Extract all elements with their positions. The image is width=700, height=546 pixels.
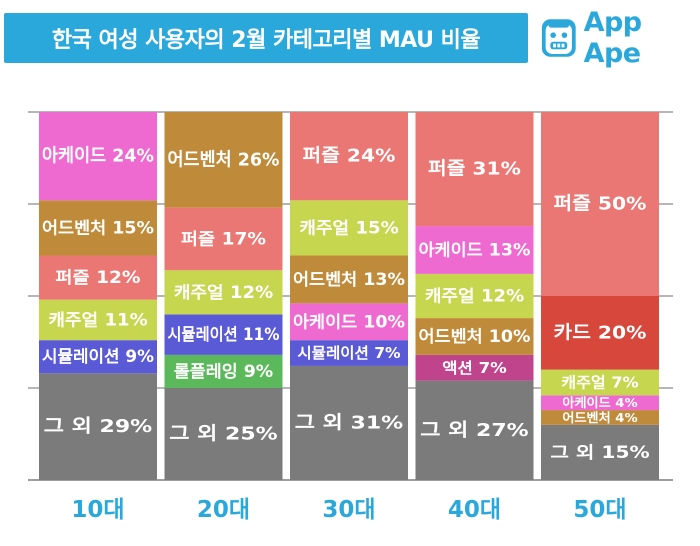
segment-label: 시뮬레이션 11% (168, 325, 280, 344)
bar-segment (415, 273, 534, 319)
segment-label: 아케이드 4% (562, 395, 638, 410)
bar-segment (164, 354, 283, 388)
bar-segment (164, 388, 283, 480)
category-label: 10대 (71, 497, 124, 523)
segment-label: 아케이드 24% (42, 146, 154, 167)
segment-label: 퍼즐 50% (554, 194, 647, 215)
bar-segment (39, 340, 157, 374)
segment-label: 퍼즐 17% (181, 229, 267, 248)
bar-segment (164, 112, 283, 208)
segment-label: 어드벤처 13% (293, 270, 405, 289)
segment-label: 퍼즐 24% (303, 146, 396, 167)
brand-logo: App Ape (540, 7, 700, 69)
bar-segment (290, 365, 408, 480)
segment-label: 어드벤처 15% (42, 218, 154, 237)
bar-segment (290, 340, 408, 366)
segment-label: 캐주얼 7% (561, 373, 638, 391)
bar-segment (39, 200, 157, 256)
segment-label: 그 외 15% (550, 443, 650, 462)
segment-label: 어드벤처 10% (419, 327, 531, 346)
bar-segment (541, 296, 659, 370)
chart-bars: 그 외 29% 시뮬레이션 9% 캐주얼 11% 퍼즐 12% 어드벤처 15% 아케이드… (39, 112, 659, 480)
segment-label: 퍼즐 31% (428, 159, 521, 180)
chart-category-labels: 10대 20대 30대 40대 50대 (71, 497, 626, 523)
segment-label: 캐주얼 12% (174, 283, 274, 302)
bar-segment (541, 369, 659, 396)
segment-label: 캐주얼 12% (425, 287, 525, 306)
bar-segment (164, 207, 283, 271)
chart-title-text: 한국 여성 사용자의 2월 카테고리별 MAU 비율 (51, 28, 481, 53)
bar-segment (541, 424, 659, 480)
segment-label: 캐주얼 11% (48, 310, 148, 329)
bar-segment (541, 112, 659, 296)
bar-3: 그 외 31% 시뮬레이션 7% 아케이드 10% 어드벤처 13% 캐주얼 15% 퍼즐… (290, 112, 408, 480)
bar-segment (164, 314, 283, 355)
bar-segment (415, 354, 534, 381)
bar-segment (415, 380, 534, 480)
segment-label: 퍼즐 12% (55, 268, 141, 287)
brand-name: App Ape (583, 7, 643, 69)
segment-label: 시뮬레이션 7% (297, 344, 400, 362)
category-label: 20대 (197, 497, 250, 523)
bar-segment (290, 303, 408, 341)
bar-segment (415, 112, 534, 227)
bar-segment (290, 255, 408, 304)
segment-label: 카드 20% (554, 322, 647, 343)
segment-label: 시뮬레이션 9% (42, 347, 154, 366)
bar-segment (39, 373, 157, 480)
category-label: 30대 (322, 497, 375, 523)
segment-label: 아케이드 10% (293, 312, 405, 331)
segment-label: 캐주얼 15% (299, 218, 399, 237)
bar-1: 그 외 29% 시뮬레이션 9% 캐주얼 11% 퍼즐 12% 어드벤처 15% 아케이드… (39, 112, 157, 480)
segment-label: 롤플레잉 9% (174, 362, 274, 381)
bar-segment (164, 270, 283, 315)
bar-segment (541, 395, 659, 411)
segment-label: 어드벤처 26% (168, 149, 280, 170)
bar-segment (541, 410, 659, 425)
segment-label: 그 외 25% (169, 424, 277, 445)
app-ape-monkey-icon (541, 19, 576, 57)
bar-segment (415, 318, 534, 355)
bar-5: 그 외 15% 어드벤처 4%아케이드 4% 캐주얼 7% 카드 20% 퍼즐 50% (541, 112, 659, 480)
segment-label: 액션 7% (442, 359, 507, 377)
segment-label: 아케이드 13% (419, 241, 531, 260)
segment-label: 그 외 29% (44, 416, 152, 437)
segment-label: 그 외 31% (295, 412, 403, 433)
chart-title: 한국 여성 사용자의 2월 카테고리별 MAU 비율 (4, 13, 528, 63)
segment-label: 어드벤처 4% (562, 410, 638, 425)
bar-segment (39, 112, 157, 201)
bar-segment (290, 112, 408, 201)
bar-2: 그 외 25% 롤플레잉 9% 시뮬레이션 11% 캐주얼 12% 퍼즐 17% 어드벤처… (164, 112, 283, 480)
bar-segment (415, 226, 534, 274)
bar-4: 그 외 27% 액션 7% 어드벤처 10% 캐주얼 12% 아케이드 13% 퍼즐 31… (415, 112, 534, 480)
bar-segment (39, 299, 157, 341)
bar-segment (290, 200, 408, 256)
category-label: 50대 (573, 497, 626, 523)
category-label: 40대 (448, 497, 501, 523)
segment-label: 그 외 27% (420, 420, 528, 441)
bar-segment (39, 255, 157, 300)
